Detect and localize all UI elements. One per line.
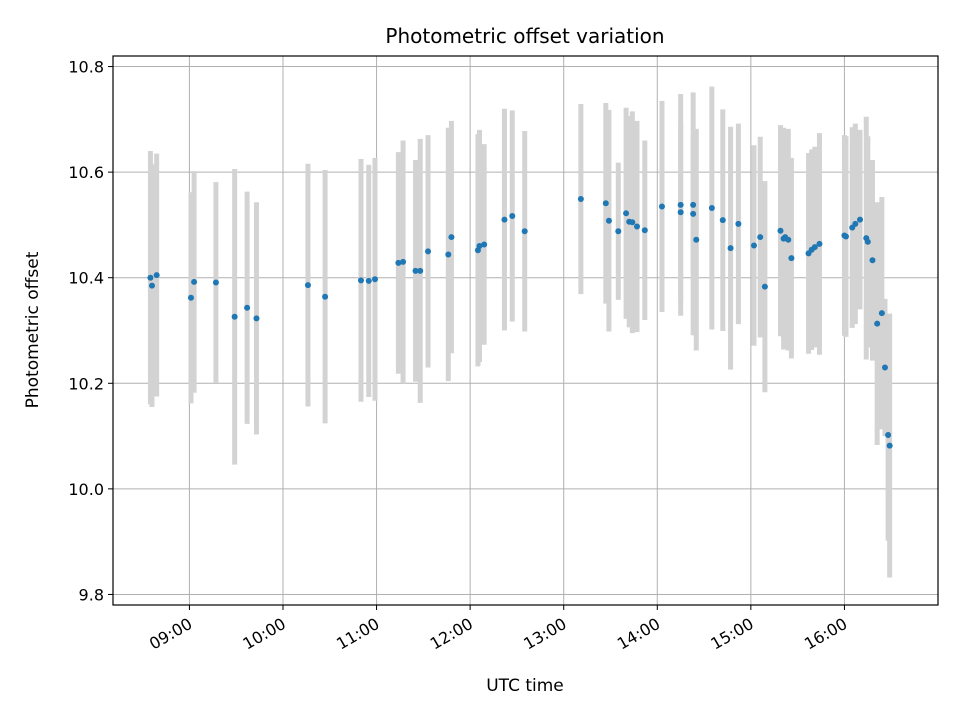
plot-frame [112,55,939,606]
data-point [719,217,726,224]
y-tick-label: 9.8 [79,585,104,604]
data-point [212,279,219,286]
data-point [881,364,888,371]
data-point [417,267,424,274]
data-point [605,217,612,224]
data-point [509,212,516,219]
data-point [445,251,452,258]
data-point [857,216,864,223]
data-point [400,258,407,265]
data-point [395,259,402,266]
data-point [322,293,329,300]
data-point [811,244,818,251]
data-point [602,200,609,207]
data-point [501,216,508,223]
data-point [885,432,892,439]
data-point [153,272,160,279]
data-point [869,257,876,264]
data-point [690,201,697,208]
data-point [623,210,630,217]
y-tick-label: 10.6 [68,163,104,182]
data-point [304,282,311,289]
data-point [448,234,455,241]
data-point [476,243,483,250]
data-point [357,277,364,284]
data-point [852,220,859,227]
data-point [785,236,792,243]
data-point [693,236,700,243]
data-point [231,313,238,320]
data-point [690,210,697,217]
data-points [147,196,893,449]
data-point [735,220,742,227]
data-point [191,278,198,285]
data-point [658,203,665,210]
data-point [677,201,684,208]
y-tick-label: 10.4 [68,269,104,288]
data-point [816,240,823,247]
data-point [244,304,251,311]
data-point [412,267,419,274]
data-point [708,205,715,212]
y-tick-label: 10.0 [68,480,104,499]
data-point [757,234,764,241]
data-point [425,248,432,255]
chart-title: Photometric offset variation [385,24,664,48]
data-point [727,245,734,252]
y-tick-label: 10.8 [68,58,104,77]
data-point [372,276,379,283]
data-point [187,294,194,301]
data-point [677,209,684,216]
data-point [842,233,849,240]
data-point [365,277,372,284]
data-point [874,320,881,327]
data-point [750,242,757,249]
data-point [878,310,885,317]
data-point [761,283,768,290]
y-axis-title: Photometric offset [23,251,43,408]
y-tick-label: 10.2 [68,374,104,393]
data-point [777,227,784,234]
data-point [481,241,488,248]
data-point [886,442,893,449]
data-point [521,228,528,235]
data-point [788,255,795,262]
data-point [634,223,641,230]
data-point [577,196,584,203]
data-point [615,228,622,235]
x-axis-title: UTC time [486,676,564,696]
data-point [148,282,155,289]
data-point [629,219,636,226]
data-point [641,227,648,234]
y-axis-ticks: 9.8 10.0 10.2 10.4 10.6 10.8 [68,58,113,604]
data-point [147,274,154,281]
data-point [253,315,260,322]
data-point [864,238,871,245]
